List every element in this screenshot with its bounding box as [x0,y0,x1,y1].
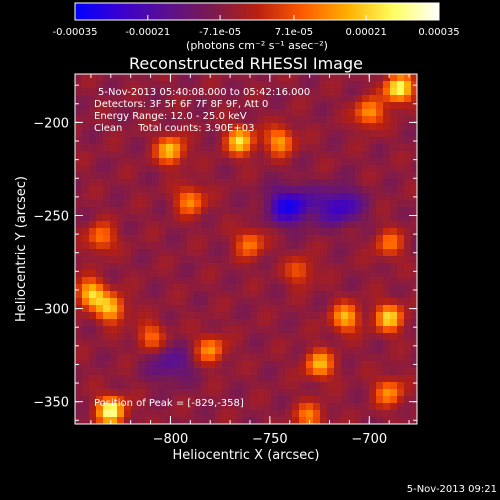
y-tick-label: −350 [33,396,69,411]
annotation-detectors: Detectors: 3F 5F 6F 7F 8F 9F, Att 0 [94,99,268,110]
x-tick-label: −800 [153,432,189,447]
y-tick-label: −300 [33,303,69,318]
annotation-block: 5-Nov-2013 05:40:08.000 to 05:42:16.000 … [94,87,310,134]
y-axis: −350 −300 −250 −200 [33,84,417,421]
chart-title: Reconstructed RHESSI Image [129,54,363,73]
heatmap-image [75,74,417,424]
colorbar-tick-label: 0.00021 [346,27,387,38]
annotation-time-range: 5-Nov-2013 05:40:08.000 to 05:42:16.000 [98,87,310,98]
colorbar: -0.00035 -0.00021 -7.1e-05 7.1e-05 0.00021 0.… [53,2,460,52]
colorbar-tick-label: -0.00035 [53,27,98,38]
x-tick-label: −750 [252,432,288,447]
plot-frame [74,73,418,425]
peak-position-label: Position of Peak = [-829,-358] [94,398,244,409]
annotation-energy-range: Energy Range: 12.0 - 25.0 keV [94,111,247,122]
colorbar-tick-label: 0.00035 [418,27,459,38]
y-tick-label: −200 [33,116,69,131]
colorbar-tick-label: -0.00021 [125,27,170,38]
x-axis: −800 −750 −700 [90,74,410,447]
colorbar-tick-label: -7.1e-05 [199,27,241,38]
colorbar-gradient [74,2,440,21]
y-axis-label: Heliocentric Y (arcsec) [14,176,29,322]
x-tick-label: −700 [351,432,387,447]
colorbar-tick-label: 7.1e-05 [275,27,313,38]
annotation-clean-counts: Clean Total counts: 3.90E+03 [94,123,254,134]
x-axis-label: Heliocentric X (arcsec) [173,448,320,463]
y-tick-label: −250 [33,209,69,224]
colorbar-unit-label: (photons cm⁻² s⁻¹ asec⁻²) [186,39,328,52]
footer-timestamp: 5-Nov-2013 09:21 [407,484,497,495]
